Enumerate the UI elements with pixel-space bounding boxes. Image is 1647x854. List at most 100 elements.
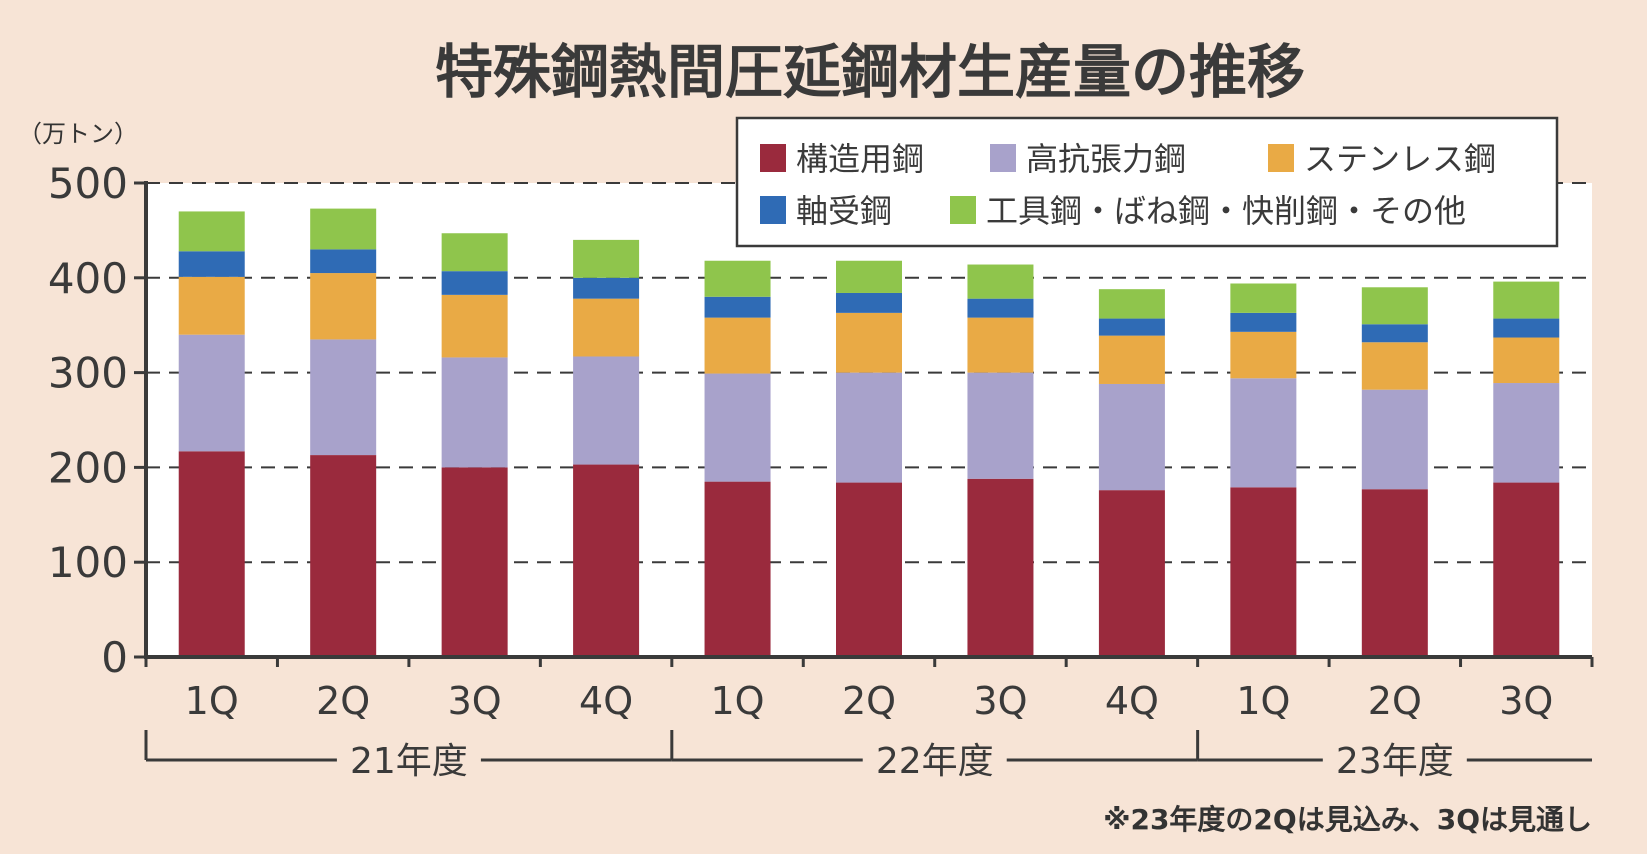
bar-segment [573, 464, 640, 657]
bar-segment [1361, 324, 1428, 343]
x-tick-label: 4Q [579, 679, 633, 723]
bar-segment [1493, 318, 1560, 338]
bar-segment [441, 357, 508, 468]
bar-segment [704, 260, 771, 297]
legend-box [735, 116, 1559, 248]
bar-segment [1098, 335, 1165, 384]
year-group-brackets: 21年度 22年度 23年度 [144, 730, 1592, 782]
footnote: ※23年度の2Qは見込み、3Qは見通し [1103, 803, 1592, 836]
bar-segment [178, 334, 245, 452]
bar-stack [1361, 287, 1428, 657]
bar-segment [441, 467, 508, 657]
bar-segment [1493, 383, 1560, 483]
bar-segment [967, 478, 1034, 657]
x-tick-label: 3Q [1499, 679, 1553, 723]
legend-swatch [1268, 144, 1294, 172]
bar-segment [967, 264, 1034, 299]
bars-layer [178, 208, 1560, 657]
x-tick-label: 2Q [316, 679, 370, 723]
y-tick-label: 300 [48, 349, 128, 398]
bar-segment [704, 481, 771, 657]
group-label: 22年度 [876, 741, 994, 782]
bar-segment [1493, 482, 1560, 657]
bar-stack [441, 233, 508, 657]
legend-item: 構造用鋼 [760, 140, 924, 178]
axes-layer [134, 181, 1594, 667]
bar-stack [1230, 283, 1297, 657]
bar-segment [310, 273, 377, 340]
bar-segment [836, 482, 902, 657]
legend-item: 高抗張力鋼 [990, 140, 1186, 178]
y-tick-labels: 0 100 200 300 400 500 [48, 159, 128, 682]
group-label: 23年度 [1336, 741, 1454, 782]
bar-segment [967, 372, 1034, 479]
legend-label: 軸受鋼 [796, 192, 892, 230]
bar-segment [1493, 337, 1560, 384]
x-tick-label: 3Q [973, 679, 1027, 723]
legend-item: 工具鋼・ばね鋼・快削鋼・その他 [950, 192, 1466, 230]
x-tick-labels: 1Q 2Q 3Q 4Q 1Q 2Q 3Q 4Q 1Q 2Q 3Q [185, 679, 1554, 723]
bar-segment [1230, 331, 1297, 379]
bar-segment [1230, 378, 1297, 488]
bar-segment [967, 298, 1034, 318]
bar-segment [1361, 389, 1428, 490]
x-tick-label: 1Q [1236, 679, 1290, 723]
bar-stack [1493, 281, 1560, 657]
legend-label: 高抗張力鋼 [1026, 140, 1186, 178]
bar-segment [1230, 283, 1297, 313]
legend-label: ステンレス鋼 [1304, 140, 1496, 178]
bar-segment [310, 455, 377, 657]
bar-segment [441, 233, 508, 272]
bar-segment [178, 251, 245, 277]
bar-segment [1493, 281, 1560, 319]
legend-swatch [990, 144, 1016, 172]
bar-segment [967, 317, 1034, 373]
bar-stack [1098, 289, 1165, 657]
legend-swatch [950, 196, 976, 224]
bar-segment [1098, 289, 1165, 319]
bar-stack [704, 260, 771, 657]
x-tick-label: 2Q [1368, 679, 1422, 723]
bar-stack [573, 239, 640, 657]
x-tick-label: 3Q [448, 679, 502, 723]
bar-stack [178, 211, 245, 657]
bar-segment [836, 292, 902, 313]
x-tick-label: 1Q [185, 679, 239, 723]
bar-segment [573, 239, 640, 278]
legend-swatch [760, 196, 786, 224]
bar-segment [1098, 318, 1165, 336]
bar-segment [704, 317, 771, 374]
x-tick-label: 2Q [842, 679, 896, 723]
x-tick-label: 1Q [710, 679, 764, 723]
y-tick-label: 400 [48, 254, 128, 303]
bar-segment [178, 211, 245, 252]
bar-segment [310, 339, 377, 456]
y-tick-label: 200 [48, 443, 128, 492]
legend-label: 工具鋼・ばね鋼・快削鋼・その他 [986, 192, 1466, 230]
bar-segment [573, 356, 640, 465]
bar-segment [1230, 312, 1297, 332]
bar-segment [704, 373, 771, 482]
bar-segment [178, 451, 245, 657]
bar-segment [836, 372, 902, 483]
bar-stack [836, 260, 902, 657]
bar-segment [1098, 490, 1165, 657]
bar-segment [1098, 383, 1165, 491]
chart-title: 特殊鋼熱間圧延鋼材生産量の推移 [435, 38, 1305, 106]
bar-segment [441, 271, 508, 295]
legend-swatch [760, 144, 786, 172]
y-tick-label: 0 [101, 633, 128, 682]
y-tick-label: 500 [48, 159, 128, 208]
bar-segment [836, 260, 902, 293]
group-label: 21年度 [350, 741, 468, 782]
bar-segment [178, 276, 245, 335]
y-unit-label: （万トン） [18, 120, 138, 148]
bar-segment [1361, 489, 1428, 657]
bar-segment [573, 298, 640, 357]
bar-segment [573, 277, 640, 299]
bar-segment [1361, 342, 1428, 390]
y-tick-label: 100 [48, 538, 128, 587]
bar-segment [704, 296, 771, 318]
